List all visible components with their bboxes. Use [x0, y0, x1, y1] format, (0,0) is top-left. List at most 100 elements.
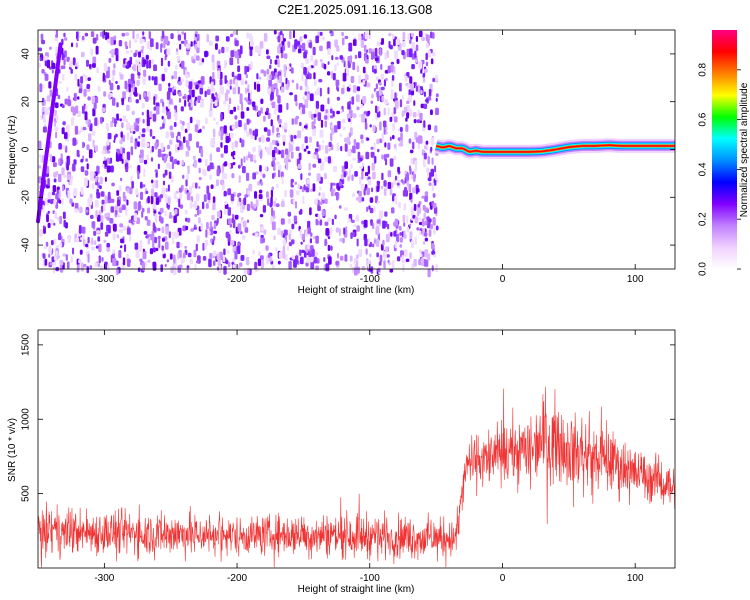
noise-speck: [360, 39, 365, 48]
noise-speck: [210, 138, 215, 147]
noise-speck: [354, 171, 358, 177]
noise-speck: [198, 209, 202, 215]
noise-speck: [423, 258, 426, 267]
noise-speck: [410, 33, 414, 37]
noise-speck: [113, 135, 116, 141]
noise-speck: [263, 127, 268, 132]
noise-speck: [240, 255, 245, 261]
noise-speck: [336, 192, 339, 201]
noise-speck: [193, 226, 197, 230]
noise-speck: [150, 195, 154, 205]
noise-speck: [366, 82, 371, 88]
noise-speck: [225, 259, 229, 265]
noise-speck: [389, 186, 393, 196]
noise-speck: [153, 106, 156, 111]
noise-speck: [288, 261, 292, 270]
snr-x-axis-label: Height of straight line (km): [298, 584, 415, 595]
noise-speck: [319, 129, 324, 138]
noise-speck: [76, 31, 79, 40]
noise-speck: [193, 159, 198, 168]
noise-speck: [188, 81, 193, 87]
noise-speck: [372, 124, 376, 133]
noise-speck: [176, 241, 180, 249]
noise-speck: [169, 253, 173, 260]
noise-speck: [183, 136, 186, 143]
noise-speck: [418, 30, 423, 38]
noise-speck: [93, 102, 97, 110]
noise-speck: [352, 61, 356, 71]
noise-speck: [275, 88, 279, 97]
noise-speck: [222, 255, 226, 263]
noise-speck: [320, 104, 325, 112]
noise-speck: [357, 151, 361, 160]
noise-speck: [393, 179, 397, 185]
noise-speck: [351, 174, 354, 181]
spectrogram-y-axis-label: Frequency (Hz): [7, 116, 18, 185]
noise-speck: [142, 248, 145, 252]
noise-speck: [202, 256, 207, 261]
noise-speck: [303, 184, 306, 191]
noise-speck: [136, 217, 140, 225]
noise-speck: [334, 39, 338, 48]
noise-speck: [146, 234, 150, 238]
noise-speck: [146, 126, 150, 133]
noise-speck: [115, 210, 118, 216]
noise-speck: [205, 117, 208, 125]
noise-speck: [305, 85, 309, 92]
noise-speck: [282, 249, 286, 259]
noise-speck: [308, 162, 311, 171]
noise-speck: [153, 210, 157, 214]
noise-speck: [413, 119, 417, 124]
noise-speck: [104, 213, 108, 219]
noise-speck: [59, 259, 64, 266]
noise-speck: [410, 83, 415, 91]
noise-speck: [89, 197, 93, 206]
noise-speck: [146, 41, 150, 49]
noise-speck: [259, 165, 262, 172]
noise-speck: [361, 171, 364, 180]
noise-speck: [329, 30, 333, 34]
noise-speck: [420, 253, 423, 258]
noise-speck: [366, 238, 370, 245]
noise-speck: [51, 69, 54, 74]
noise-speck: [314, 251, 319, 256]
noise-speck: [331, 127, 335, 135]
noise-speck: [95, 45, 99, 55]
noise-speck: [206, 230, 211, 236]
noise-speck: [151, 76, 154, 81]
noise-speck: [178, 198, 181, 208]
noise-speck: [416, 119, 421, 124]
noise-speck: [175, 231, 179, 238]
noise-speck: [287, 218, 292, 224]
noise-speck: [366, 187, 370, 196]
noise-speck: [260, 135, 265, 143]
noise-speck: [213, 117, 216, 121]
noise-speck: [425, 34, 430, 42]
noise-speck: [112, 233, 116, 240]
noise-speck: [424, 191, 429, 198]
noise-speck: [231, 71, 235, 78]
noise-speck: [110, 206, 115, 213]
noise-speck: [277, 260, 281, 265]
noise-speck: [38, 47, 42, 52]
noise-speck: [352, 157, 356, 161]
noise-speck: [234, 50, 239, 59]
noise-speck: [103, 239, 107, 243]
noise-speck: [72, 107, 76, 116]
noise-speck: [260, 226, 264, 232]
noise-speck: [109, 82, 114, 91]
noise-speck: [119, 139, 123, 145]
noise-speck: [214, 100, 218, 107]
noise-speck: [389, 268, 394, 273]
noise-speck: [157, 227, 161, 232]
noise-speck: [404, 187, 407, 195]
noise-speck: [265, 245, 269, 251]
noise-speck: [195, 182, 198, 189]
noise-speck: [217, 70, 221, 79]
noise-speck: [352, 231, 356, 237]
noise-speck: [193, 249, 197, 258]
noise-speck: [201, 58, 205, 63]
noise-speck: [216, 211, 221, 218]
noise-speck: [162, 253, 166, 259]
snr-frame: [37, 329, 676, 569]
